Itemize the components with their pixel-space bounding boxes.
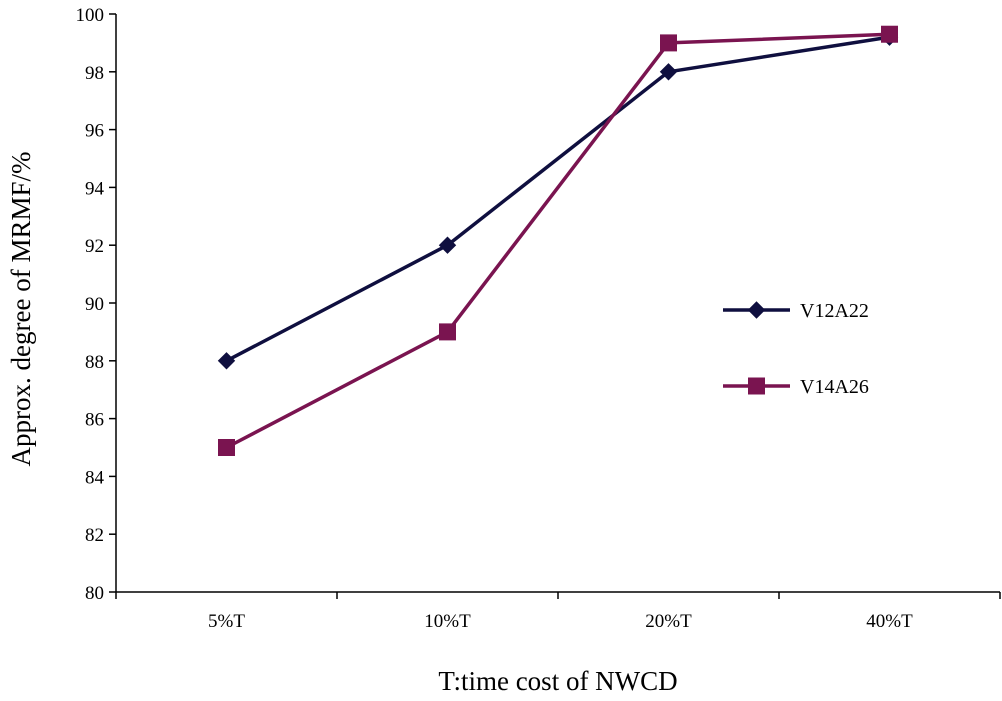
data-point xyxy=(659,63,678,81)
legend-label: V14A26 xyxy=(800,376,869,398)
series-V14A26 xyxy=(218,25,898,456)
series-line xyxy=(225,32,890,450)
x-tick-label: 10%T xyxy=(424,611,471,632)
y-tick-label: 90 xyxy=(85,294,104,315)
data-point xyxy=(660,34,677,52)
data-point xyxy=(438,236,457,254)
y-tick-label: 98 xyxy=(85,63,104,84)
x-axis-title: T:time cost of NWCD xyxy=(438,666,677,696)
y-tick-label: 92 xyxy=(85,236,104,257)
legend-label: V12A22 xyxy=(800,300,869,322)
y-axis-ticks: 80 82 84 86 88 90 92 94 96 98 100 xyxy=(76,5,116,604)
x-tick-label: 20%T xyxy=(645,611,692,632)
y-tick-label: 80 xyxy=(85,583,104,604)
data-point xyxy=(439,323,456,341)
y-tick-label: 94 xyxy=(85,178,105,199)
y-tick-label: 86 xyxy=(85,410,104,431)
x-tick-label: 40%T xyxy=(866,611,913,632)
y-tick-label: 96 xyxy=(85,121,104,142)
legend-entry: V14A26 xyxy=(723,376,869,398)
y-axis-title: Approx. degree of MRMF/% xyxy=(6,152,36,467)
data-point xyxy=(217,352,236,370)
y-tick-label: 100 xyxy=(76,5,105,26)
x-tick-label: 5%T xyxy=(208,611,245,632)
y-tick-label: 82 xyxy=(85,525,104,546)
data-point xyxy=(218,439,235,456)
series-layer xyxy=(217,25,899,456)
legend-swatch-marker xyxy=(747,301,766,319)
series-V12A22 xyxy=(217,28,899,370)
series-line xyxy=(225,35,890,363)
legend-swatch-marker xyxy=(748,377,765,395)
legend-entry: V12A22 xyxy=(723,300,869,322)
data-point xyxy=(881,25,898,43)
legend: V12A22 V14A26 xyxy=(723,300,869,398)
y-tick-label: 84 xyxy=(85,467,105,488)
x-axis-ticks: 5%T 10%T 20%T 40%T xyxy=(115,592,1001,632)
y-tick-label: 88 xyxy=(85,352,104,373)
